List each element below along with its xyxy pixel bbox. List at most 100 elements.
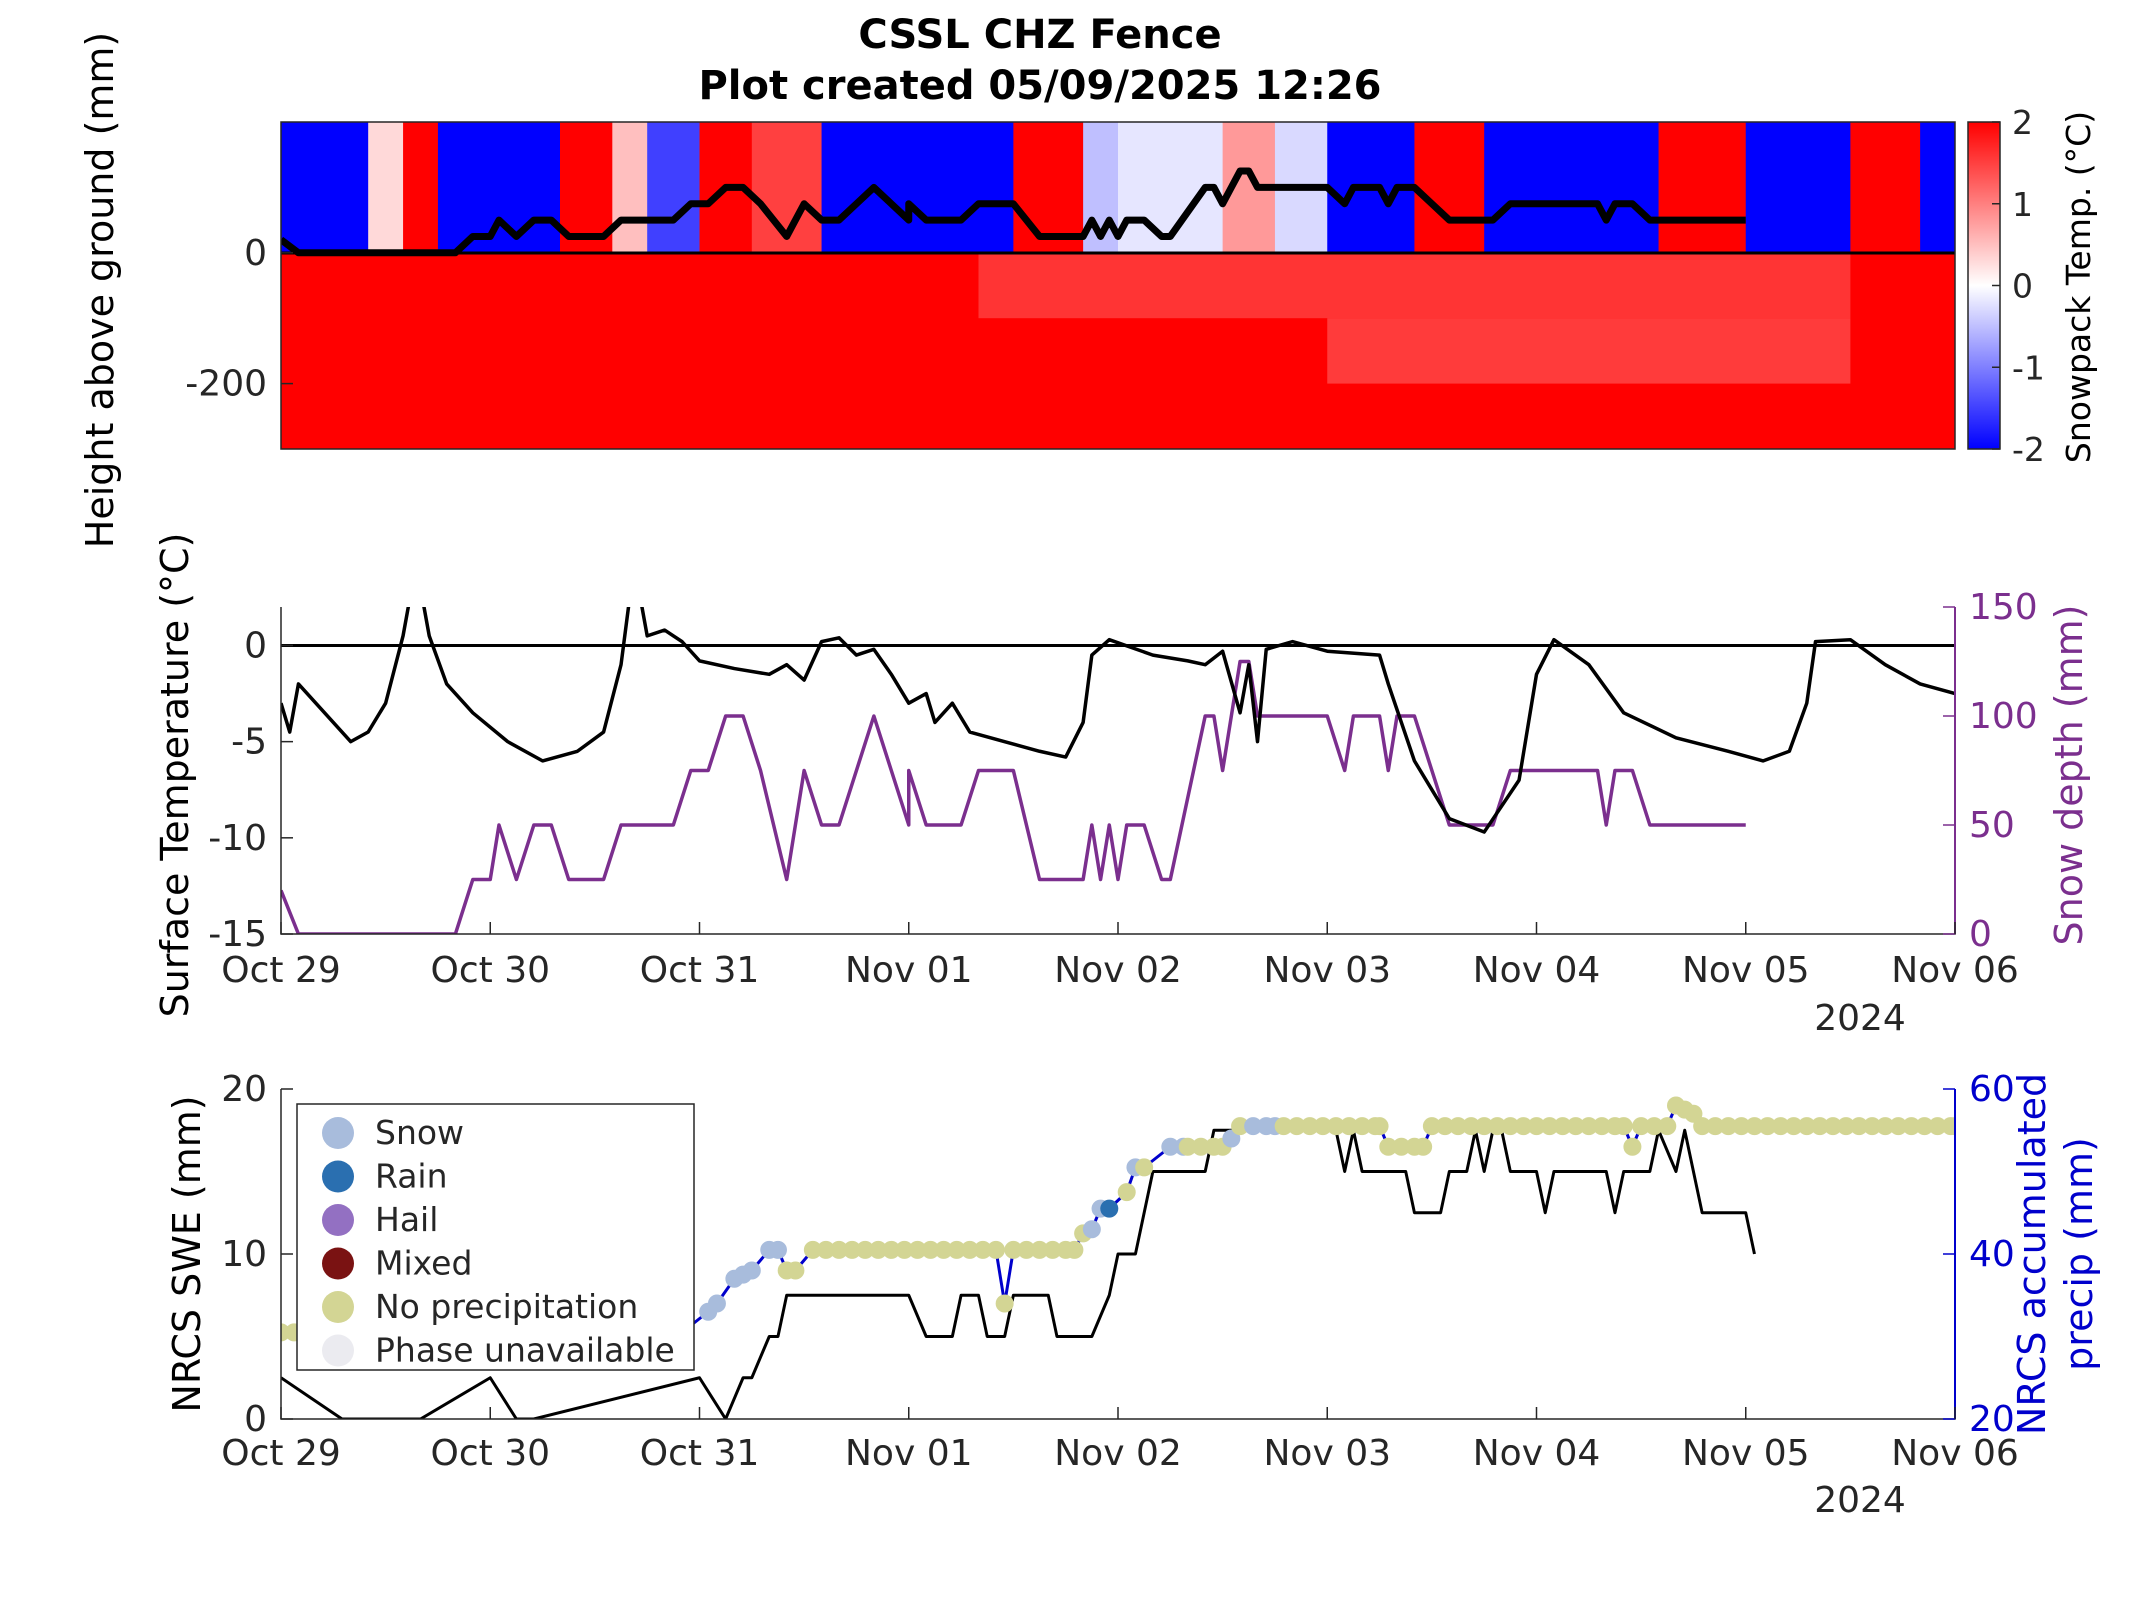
precip-marker-97 <box>1462 1117 1481 1136</box>
precip-marker-89 <box>1370 1117 1389 1136</box>
precip-marker-98 <box>1475 1117 1494 1136</box>
legend: Snow Rain Hail Mixed No precipitation Phase u… <box>296 1103 695 1371</box>
legend-label-5: Phase unavailable <box>375 1331 675 1370</box>
swe-ytick-label-0: 20 <box>221 1069 267 1110</box>
surface-temp-ytick-label-3: -15 <box>208 914 267 955</box>
precip-marker-137 <box>1946 1117 1955 1136</box>
swe-xtick-label-2: Oct 31 <box>640 1433 760 1474</box>
precip-marker-91 <box>1392 1137 1411 1156</box>
snow-depth-ylabel: Snow depth (mm) <box>2047 605 2091 946</box>
colorbar-tick-label-4: -2 <box>2012 430 2045 469</box>
legend-marker-2 <box>322 1204 354 1236</box>
precip-marker-87 <box>1353 1117 1372 1136</box>
precip-marker-112 <box>1645 1117 1664 1136</box>
surface-temp-y-ticks: 0 -5 -10 -15 <box>208 625 293 955</box>
precip-marker-77 <box>1231 1117 1250 1136</box>
precip-marker-86 <box>1340 1117 1359 1136</box>
legend-label-1: Rain <box>375 1157 448 1196</box>
precip-marker-121 <box>1745 1117 1764 1136</box>
legend-marker-4 <box>322 1291 354 1323</box>
precip-marker-123 <box>1771 1117 1790 1136</box>
legend-label-4: No precipitation <box>375 1287 638 1326</box>
snowpack-ylabel: Height above ground (mm) <box>78 32 122 549</box>
precip-marker-84 <box>1313 1117 1332 1136</box>
legend-entries: Snow Rain Hail Mixed No precipitation Phase u… <box>322 1113 675 1370</box>
precip-marker-111 <box>1632 1117 1651 1136</box>
swe-ylabel: NRCS SWE (mm) <box>165 1095 209 1412</box>
snow-depth-line <box>281 659 1746 934</box>
precip-marker-45 <box>856 1240 875 1259</box>
precip-marker-44 <box>843 1240 862 1259</box>
year-label-2: 2024 <box>1814 1480 1906 1521</box>
surface-temp-xtick-label-7: Nov 05 <box>1682 950 1810 991</box>
surface-temp-line <box>281 607 1955 834</box>
surface-temp-x-ticks: Oct 29 Oct 30 Oct 31 Nov 01 Nov 02 Nov 03 Nov … <box>221 922 2019 991</box>
heatmap-band-5 <box>612 122 648 253</box>
precip-marker-96 <box>1449 1117 1468 1136</box>
snowpack-panel: 0 -200 Height above ground (mm) 2 1 0 -1 -2 S… <box>78 32 2098 549</box>
precip-marker-42 <box>816 1240 835 1259</box>
heatmap-band-10 <box>908 122 1014 253</box>
precip-marker-38 <box>768 1240 787 1259</box>
snow-depth-y-ticks: 150 100 50 0 <box>1943 587 2038 955</box>
precip-marker-70 <box>1161 1137 1180 1156</box>
precip-marker-106 <box>1579 1117 1598 1136</box>
precip-marker-51 <box>934 1240 953 1259</box>
snow-depth-ytick-label-2: 50 <box>1969 805 2015 846</box>
precip-marker-130 <box>1863 1117 1882 1136</box>
heatmap-band-18 <box>1484 122 1660 253</box>
precip-marker-58 <box>1017 1240 1036 1259</box>
precip-marker-93 <box>1414 1137 1433 1156</box>
precip-marker-43 <box>830 1240 848 1259</box>
precip-marker-55 <box>986 1240 1005 1259</box>
heatmap-band-6 <box>647 122 700 253</box>
colorbar-label: Snowpack Temp. (°C) <box>2059 111 2098 463</box>
legend-marker-5 <box>322 1334 354 1367</box>
swe-xtick-label-4: Nov 02 <box>1054 1433 1182 1474</box>
precip-marker-129 <box>1850 1117 1869 1136</box>
precip-marker-131 <box>1876 1117 1895 1136</box>
swe-xtick-label-3: Nov 01 <box>845 1433 973 1474</box>
precip-marker-120 <box>1732 1117 1751 1136</box>
precip-marker-60 <box>1043 1240 1062 1259</box>
snowpack-y-ticks: 0 -200 <box>185 233 293 405</box>
precip-marker-132 <box>1889 1117 1908 1136</box>
surface-temp-xtick-label-1: Oct 30 <box>431 950 551 991</box>
heatmap-band-11 <box>1013 122 1084 253</box>
precip-marker-133 <box>1902 1117 1921 1136</box>
surface-temp-panel: 0 -5 -10 -15 150 100 50 0 Oct 29 Oct 30 Oct 31 No… <box>153 533 2091 1039</box>
precip-marker-95 <box>1435 1117 1454 1136</box>
precip-marker-56 <box>995 1294 1014 1313</box>
precip-marker-102 <box>1527 1117 1546 1136</box>
legend-marker-1 <box>322 1160 354 1193</box>
snowpack-ytick-label-0: 0 <box>244 233 267 274</box>
heatmap-band-21 <box>1850 122 1921 253</box>
surface-temp-ytick-label-2: -10 <box>208 818 267 859</box>
precip-marker-47 <box>882 1240 901 1259</box>
precip-marker-59 <box>1030 1240 1049 1259</box>
precip-marker-122 <box>1758 1117 1777 1136</box>
precip-marker-50 <box>921 1240 940 1259</box>
accum-precip-ytick-label-1: 40 <box>1969 1234 2015 1275</box>
colorbar-tick-label-0: 2 <box>2012 103 2033 142</box>
surface-temp-ytick-label-0: 0 <box>244 625 267 666</box>
surface-temp-xtick-label-0: Oct 29 <box>221 950 341 991</box>
accum-precip-y-ticks: 60 40 20 <box>1943 1069 2015 1440</box>
swe-ytick-label-1: 10 <box>221 1234 267 1275</box>
legend-label-0: Snow <box>375 1113 464 1152</box>
precip-marker-69 <box>1135 1158 1154 1177</box>
precip-marker-57 <box>1004 1240 1023 1259</box>
below-ground-pale-2 <box>1327 318 1851 384</box>
accum-precip-ytick-label-2: 20 <box>1969 1399 2015 1440</box>
chart-title: CSSL CHZ Fence <box>858 12 1221 58</box>
legend-box <box>296 1103 695 1371</box>
precip-marker-36 <box>742 1261 761 1280</box>
precip-marker-54 <box>973 1240 992 1259</box>
surface-temp-ylabel: Surface Temperature (°C) <box>153 533 197 1018</box>
snowpack-ytick-label-1: -200 <box>185 364 267 405</box>
snowpack-heatmap <box>281 122 1955 449</box>
precip-marker-62 <box>1065 1240 1084 1259</box>
heatmap-band-4 <box>560 122 613 253</box>
legend-marker-3 <box>322 1247 354 1280</box>
accum-precip-ytick-label-0: 60 <box>1969 1069 2015 1110</box>
